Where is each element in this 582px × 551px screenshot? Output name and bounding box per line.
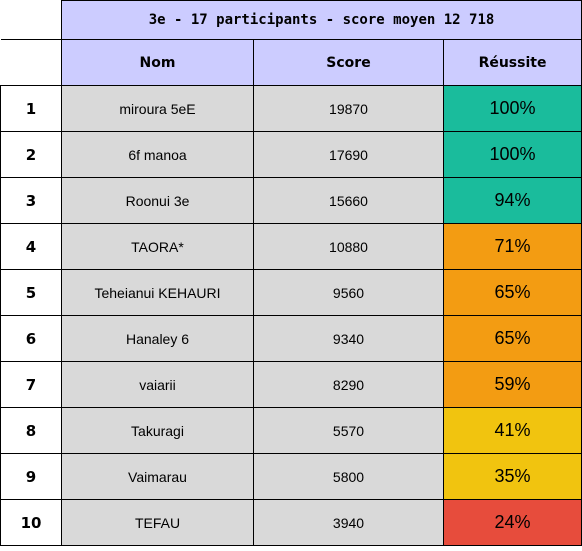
rank-cell: 2 [0, 131, 62, 178]
table-row: 8 Takuragi 5570 41% [0, 407, 582, 454]
participant-name: Vaimarau [61, 453, 254, 500]
success-percent: 94% [442, 177, 582, 224]
success-percent: 24% [442, 499, 582, 546]
header-success: Réussite [442, 39, 582, 86]
participant-name: Roonui 3e [61, 177, 254, 224]
score-value: 17690 [253, 131, 444, 178]
score-value: 5800 [253, 453, 444, 500]
table-row: 6 Hanaley 6 9340 65% [0, 315, 582, 362]
header-score: Score [253, 39, 444, 86]
rank-cell: 9 [0, 453, 62, 500]
corner-cell [0, 0, 62, 40]
success-percent: 100% [442, 85, 582, 132]
table-row: 4 TAORA* 10880 71% [0, 223, 582, 270]
success-percent: 71% [442, 223, 582, 270]
rank-cell: 6 [0, 315, 62, 362]
participant-name: TAORA* [61, 223, 254, 270]
rank-cell: 7 [0, 361, 62, 408]
participant-name: Teheianui KEHAURI [61, 269, 254, 316]
table-row: 9 Vaimarau 5800 35% [0, 453, 582, 500]
score-value: 9340 [253, 315, 444, 362]
table-row: 1 miroura 5eE 19870 100% [0, 85, 582, 132]
success-percent: 35% [442, 453, 582, 500]
score-value: 3940 [253, 499, 444, 546]
table-row: 5 Teheianui KEHAURI 9560 65% [0, 269, 582, 316]
participant-name: vaiarii [61, 361, 254, 408]
rank-cell: 3 [0, 177, 62, 224]
rank-cell: 4 [0, 223, 62, 270]
participant-name: 6f manoa [61, 131, 254, 178]
title-row: 3e - 17 participants - score moyen 12 71… [0, 0, 582, 40]
success-percent: 65% [442, 269, 582, 316]
success-percent: 59% [442, 361, 582, 408]
score-value: 15660 [253, 177, 444, 224]
success-percent: 100% [442, 131, 582, 178]
rank-cell: 1 [0, 85, 62, 132]
table-row: 2 6f manoa 17690 100% [0, 131, 582, 178]
participant-name: miroura 5eE [61, 85, 254, 132]
score-value: 10880 [253, 223, 444, 270]
rank-cell: 8 [0, 407, 62, 454]
success-percent: 41% [442, 407, 582, 454]
score-value: 9560 [253, 269, 444, 316]
table-title: 3e - 17 participants - score moyen 12 71… [60, 0, 582, 40]
header-name: Nom [61, 39, 254, 86]
rank-cell: 5 [0, 269, 62, 316]
table-row: 3 Roonui 3e 15660 94% [0, 177, 582, 224]
score-value: 5570 [253, 407, 444, 454]
success-percent: 65% [442, 315, 582, 362]
score-value: 19870 [253, 85, 444, 132]
rank-cell: 10 [0, 499, 62, 546]
participant-name: Hanaley 6 [61, 315, 254, 362]
score-value: 8290 [253, 361, 444, 408]
participant-name: TEFAU [61, 499, 254, 546]
corner-cell-2 [0, 39, 62, 86]
table-row: 10 TEFAU 3940 24% [0, 499, 582, 546]
participant-name: Takuragi [61, 407, 254, 454]
table-row: 7 vaiarii 8290 59% [0, 361, 582, 408]
header-row: Nom Score Réussite [0, 39, 582, 86]
